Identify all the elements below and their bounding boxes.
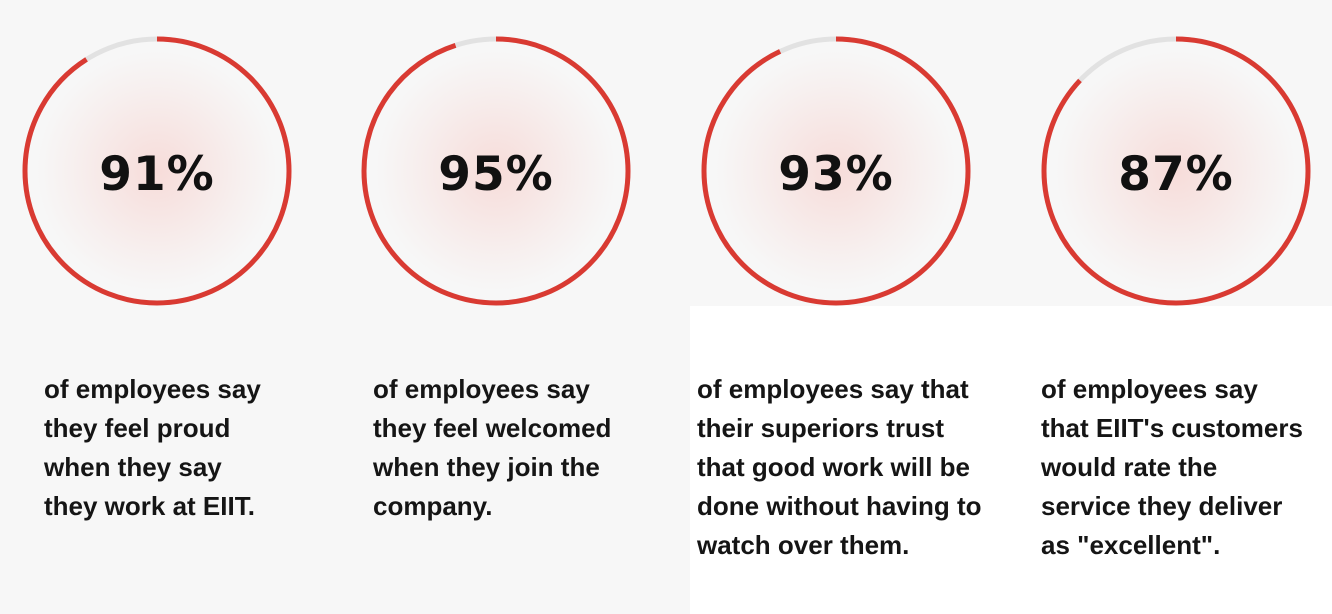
stat-caption: of employees say they feel welcomed when… [373, 370, 611, 526]
progress-ring-1: 91% [22, 36, 292, 306]
ring-glow [376, 51, 616, 291]
caption-line: company. [373, 491, 493, 521]
caption-line: service they deliver [1041, 491, 1283, 521]
caption-line: would rate the [1041, 452, 1218, 482]
caption-line: as "excellent". [1041, 530, 1221, 560]
caption-line: of employees say [373, 374, 590, 404]
percent-value: 95% [438, 146, 554, 202]
progress-ring-svg-1 [22, 36, 292, 306]
percent-value: 93% [778, 146, 894, 202]
ring-progress-arc [701, 36, 971, 306]
caption-line: watch over them. [697, 530, 910, 560]
percent-value: 87% [1118, 146, 1234, 202]
progress-ring-2: 95% [361, 36, 631, 306]
ring-glow [1056, 51, 1296, 291]
caption-line: when they say [44, 452, 222, 482]
caption-line: they feel proud [44, 413, 231, 443]
ring-progress-arc [361, 36, 631, 306]
caption-line: their superiors trust [697, 413, 945, 443]
ring-progress-arc [22, 36, 292, 306]
ring-glow [37, 51, 277, 291]
caption-line: that EIIT's customers [1041, 413, 1303, 443]
stat-card-3: 93% of employees say that their superior… [668, 0, 998, 614]
progress-ring-3: 93% [701, 36, 971, 306]
background-panel [690, 306, 1332, 614]
ring-glow [716, 51, 956, 291]
caption-line: of employees say [44, 374, 261, 404]
caption-line: when they join the [373, 452, 600, 482]
stat-caption: of employees say that their superiors tr… [697, 370, 982, 565]
caption-line: they work at EIIT. [44, 491, 255, 521]
progress-ring-svg-4 [1041, 36, 1311, 306]
stat-card-1: 91% of employees say they feel proud whe… [0, 0, 330, 614]
stat-caption: of employees say they feel proud when th… [44, 370, 261, 526]
progress-ring-4: 87% [1041, 36, 1311, 306]
caption-line: done without having to [697, 491, 982, 521]
stat-card-2: 95% of employees say they feel welcomed … [334, 0, 664, 614]
stat-card-4: 87% of employees say that EIIT's custome… [1002, 0, 1332, 614]
caption-line: of employees say [1041, 374, 1258, 404]
progress-ring-svg-2 [361, 36, 631, 306]
caption-line: that good work will be [697, 452, 970, 482]
ring-progress-arc [1041, 36, 1311, 306]
caption-line: they feel welcomed [373, 413, 612, 443]
progress-ring-svg-3 [701, 36, 971, 306]
stat-caption: of employees say that EIIT's customers w… [1041, 370, 1303, 565]
percent-value: 91% [99, 146, 215, 202]
caption-line: of employees say that [697, 374, 969, 404]
